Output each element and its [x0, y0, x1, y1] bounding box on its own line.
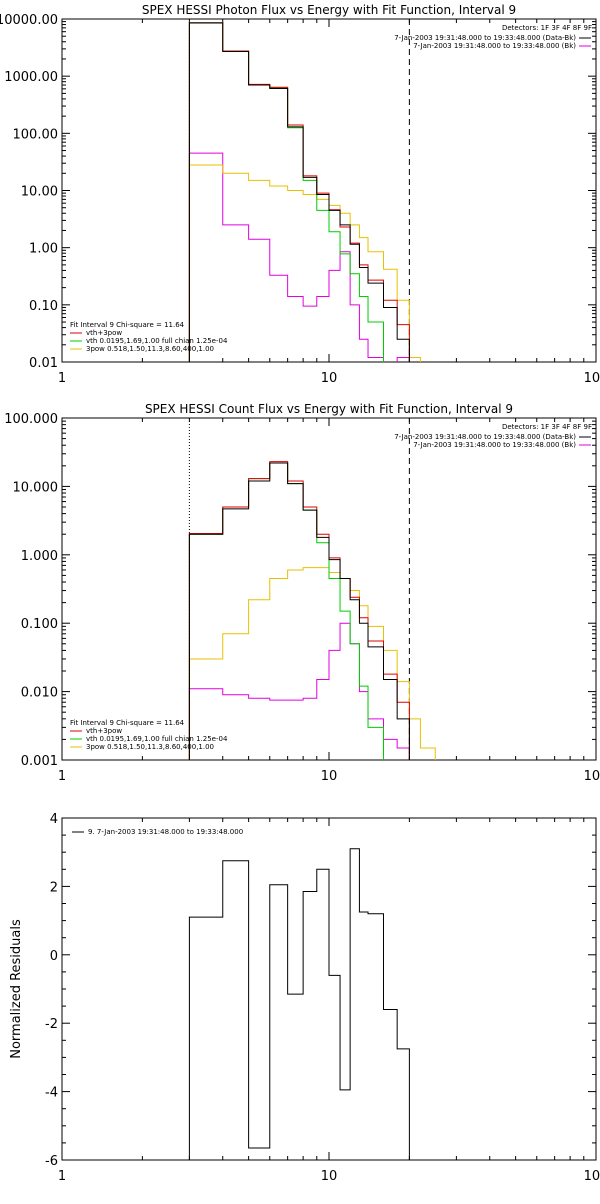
chart-title-0: SPEX HESSI Photon Flux vs Energy with Fi…: [142, 3, 516, 17]
series-line-1-1: [188, 461, 410, 760]
y-tick-label-0: 0.01: [29, 356, 58, 371]
series-line-1-0: [188, 462, 410, 760]
y-tick-label-1: 1.000: [21, 549, 58, 564]
axes-frame-0: [61, 18, 597, 363]
y-tick-label-0: 10000.00: [0, 13, 58, 28]
x-tick-label-0: 1: [58, 371, 66, 386]
legend-fit-info-0: Fit Interval 9 Chi-square = 11.64: [70, 321, 185, 329]
x-tick-label-1: 1: [58, 769, 66, 784]
y-tick-label-0: 0.10: [29, 299, 58, 314]
y-tick-label-2: 2: [50, 880, 58, 895]
legend-fit-label-0-2: 3pow 0.518,1.50,11.3,8.60,400,1.00: [86, 345, 214, 353]
x-tick-label-2: 100: [584, 1169, 600, 1184]
y-tick-label-1: 100.000: [4, 412, 58, 427]
y-tick-label-1: 0.001: [21, 754, 58, 769]
y-tick-label-1: 0.100: [21, 617, 58, 632]
y-tick-label-1: 0.010: [21, 686, 58, 701]
legend-entry-label-1-0: 7-Jan-2003 19:31:48.000 to 19:33:48.000 …: [394, 433, 576, 441]
x-tick-label-0: 100: [584, 371, 600, 386]
legend-residual-label: 9. 7-Jan-2003 19:31:48.000 to 19:33:48.0…: [88, 828, 243, 836]
legend-fit-label-1-2: 3pow 0.518,1.50,11.3,8.60,400,1.00: [86, 743, 214, 751]
legend-fit-info-1: Fit Interval 9 Chi-square = 11.64: [70, 719, 185, 727]
chart-title-1: SPEX HESSI Count Flux vs Energy with Fit…: [145, 402, 513, 416]
y-axis-label-2: Normalized Residuals: [9, 919, 24, 1059]
y-tick-label-2: 0: [50, 949, 58, 964]
series-line-0-4: [188, 152, 410, 362]
y-tick-label-1: 10.000: [13, 480, 59, 495]
legend-fit-label-0-1: vth 0.0195,1.69,1.00 full chian 1.25e-04: [86, 337, 228, 345]
x-tick-label-1: 10: [321, 769, 338, 784]
series-line-0-2: [188, 22, 384, 362]
series-line-0-3: [188, 164, 421, 362]
series-line-1-3: [188, 567, 436, 760]
legend-fit-label-1-1: vth 0.0195,1.69,1.00 full chian 1.25e-04: [86, 735, 228, 743]
series-line-2-0: [188, 848, 410, 1160]
y-tick-label-0: 1.00: [29, 242, 58, 257]
legend-fit-label-1-0: vth+3pow: [86, 727, 122, 735]
x-tick-label-2: 1: [58, 1169, 66, 1184]
y-tick-label-2: -6: [45, 1154, 58, 1169]
y-tick-label-2: 4: [50, 812, 58, 827]
y-tick-label-2: -2: [45, 1017, 58, 1032]
y-tick-label-0: 100.00: [13, 127, 59, 142]
legend-entry-label-1-1: 7-Jan-2003 19:31:48.000 to 19:33:48.000 …: [413, 441, 576, 449]
legend-entry-label-0-1: 7-Jan-2003 19:31:48.000 to 19:33:48.000 …: [413, 42, 576, 50]
y-tick-label-2: -4: [45, 1086, 58, 1101]
x-tick-label-0: 10: [321, 371, 338, 386]
legend-detectors-1: Detectors: 1F 3F 4F 8F 9F: [502, 423, 592, 431]
x-tick-label-1: 100: [584, 769, 600, 784]
axes-frame-1: [61, 417, 597, 761]
legend-entry-label-0-0: 7-Jan-2003 19:31:48.000 to 19:33:48.000 …: [394, 34, 576, 42]
y-tick-label-0: 10.00: [21, 185, 58, 200]
y-tick-label-0: 1000.00: [4, 70, 58, 85]
series-line-1-2: [188, 462, 384, 760]
series-line-0-0: [188, 22, 410, 362]
legend-fit-label-0-0: vth+3pow: [86, 329, 122, 337]
series-line-1-4: [188, 622, 410, 760]
x-tick-label-2: 10: [321, 1169, 338, 1184]
legend-detectors-0: Detectors: 1F 3F 4F 8F 9F: [502, 24, 592, 32]
